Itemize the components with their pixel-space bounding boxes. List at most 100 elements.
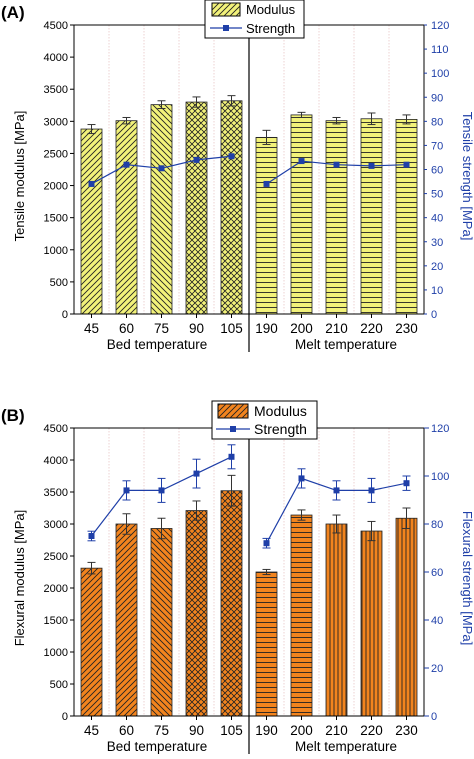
y-tick-label-left: 1500 <box>44 615 68 627</box>
panel-b: (B) Flexural modulus [MPa] Flexural stre… <box>1 400 474 754</box>
group-label-bed-b: Bed temperature <box>107 739 208 754</box>
x-tick-label: 45 <box>84 321 99 336</box>
panel-label-a: (A) <box>1 3 25 22</box>
y-tick-label-right: 120 <box>431 423 449 435</box>
y-tick-label-right: 40 <box>431 213 443 225</box>
strength-marker <box>333 487 340 494</box>
y-tick-label-right: 70 <box>431 140 443 152</box>
legend-modulus-label-b: Modulus <box>254 403 307 419</box>
strength-marker <box>193 156 200 163</box>
strength-marker <box>333 161 340 168</box>
legend-box-a <box>204 0 305 39</box>
y-tick-label-left: 3500 <box>44 487 68 499</box>
legend-modulus-swatch-hatch-b <box>218 404 248 418</box>
x-tick-label: 220 <box>360 723 383 738</box>
x-tick-label: 190 <box>255 723 278 738</box>
strength-marker <box>403 480 410 487</box>
strength-marker <box>368 162 375 169</box>
strength-marker <box>403 161 410 168</box>
y-tick-label-right: 90 <box>431 92 443 104</box>
strength-marker <box>298 158 305 165</box>
x-tick-label: 105 <box>220 321 243 336</box>
y-tick-label-left: 1000 <box>44 245 68 257</box>
modulus-bar-hatch <box>151 528 172 716</box>
y-tick-label-left: 500 <box>50 679 68 691</box>
plot-b: 0 500 1000 1500 2000 2500 3000 3500 4000 4500 0 20 4… <box>44 423 449 754</box>
y-tick-label-left: 500 <box>50 277 68 289</box>
x-tick-label: 90 <box>189 723 204 738</box>
modulus-bar-hatch <box>326 524 347 716</box>
y-tick-label-right: 40 <box>431 615 443 627</box>
modulus-bar-hatch <box>221 100 242 314</box>
x-tick-label: 190 <box>255 321 278 336</box>
strength-marker <box>158 165 165 172</box>
legend-strength-label-a: Strength <box>246 21 295 36</box>
y-tick-label-left: 2500 <box>44 148 68 160</box>
y-tick-label-left: 0 <box>62 309 68 321</box>
x-tick-label: 210 <box>325 723 348 738</box>
x-tick-label: 200 <box>290 723 313 738</box>
y-tick-label-left: 4500 <box>44 423 68 435</box>
modulus-bar-hatch <box>116 120 137 315</box>
group-label-melt-b: Melt temperature <box>295 739 397 754</box>
strength-marker <box>263 180 270 187</box>
strength-marker <box>228 153 235 160</box>
y-tick-label-left: 4000 <box>44 52 68 64</box>
strength-marker <box>193 470 200 477</box>
modulus-bar-hatch <box>291 515 312 716</box>
modulus-bar-hatch <box>256 572 277 716</box>
strength-marker <box>368 487 375 494</box>
modulus-bar-hatch <box>326 120 347 315</box>
strength-marker <box>88 180 95 187</box>
y-axis-title-left-a: Tensile modulus [MPa] <box>12 111 27 242</box>
modulus-bar-hatch <box>256 137 277 314</box>
x-tick-label: 230 <box>395 321 418 336</box>
x-tick-label: 60 <box>119 723 134 738</box>
legend-b: Modulus Strength <box>211 400 318 440</box>
y-tick-label-right: 20 <box>431 663 443 675</box>
y-tick-label-right: 80 <box>431 519 443 531</box>
group-label-bed-a: Bed temperature <box>107 337 208 352</box>
legend-modulus-swatch-hatch-a <box>212 3 240 16</box>
strength-marker <box>123 487 130 494</box>
x-tick-label: 75 <box>154 723 169 738</box>
panel-a: (A) Tensile modulus [MPa] Tensile streng… <box>1 0 474 352</box>
y-tick-label-right: 30 <box>431 237 443 249</box>
y-tick-label-right: 120 <box>431 20 449 32</box>
x-tick-label: 220 <box>360 321 383 336</box>
y-tick-label-left: 2000 <box>44 583 68 595</box>
y-axis-title-right-a: Tensile strength [MPa] <box>460 112 474 241</box>
y-tick-label-right: 80 <box>431 116 443 128</box>
x-tick-label: 210 <box>325 321 348 336</box>
y-tick-label-left: 3000 <box>44 519 68 531</box>
modulus-bar-hatch <box>186 510 207 716</box>
y-tick-label-left: 2000 <box>44 181 68 193</box>
panel-label-b: (B) <box>1 406 25 425</box>
modulus-bar-hatch <box>81 568 102 716</box>
y-tick-label-right: 100 <box>431 471 449 483</box>
modulus-bar-hatch <box>291 114 312 315</box>
modulus-bar-hatch <box>186 102 207 314</box>
y-tick-label-left: 3000 <box>44 116 68 128</box>
y-tick-label-right: 10 <box>431 285 443 297</box>
modulus-bar-hatch <box>116 524 137 716</box>
y-tick-label-left: 2500 <box>44 551 68 563</box>
legend-strength-label-b: Strength <box>254 421 307 437</box>
strength-marker <box>228 453 235 460</box>
x-tick-label: 60 <box>119 321 134 336</box>
x-tick-label: 45 <box>84 723 99 738</box>
modulus-bar-hatch <box>396 518 417 716</box>
x-tick-label: 105 <box>220 723 243 738</box>
y-tick-label-left: 1000 <box>44 647 68 659</box>
y-tick-label-right: 20 <box>431 261 443 273</box>
y-tick-label-right: 60 <box>431 567 443 579</box>
strength-marker <box>263 540 270 547</box>
y-tick-label-left: 0 <box>62 711 68 723</box>
y-tick-label-right: 100 <box>431 68 449 80</box>
x-tick-label: 75 <box>154 321 169 336</box>
legend-a: Modulus Strength <box>204 0 305 39</box>
y-tick-label-right: 0 <box>431 309 437 321</box>
strength-marker <box>88 533 95 539</box>
y-tick-label-right: 0 <box>431 711 437 723</box>
